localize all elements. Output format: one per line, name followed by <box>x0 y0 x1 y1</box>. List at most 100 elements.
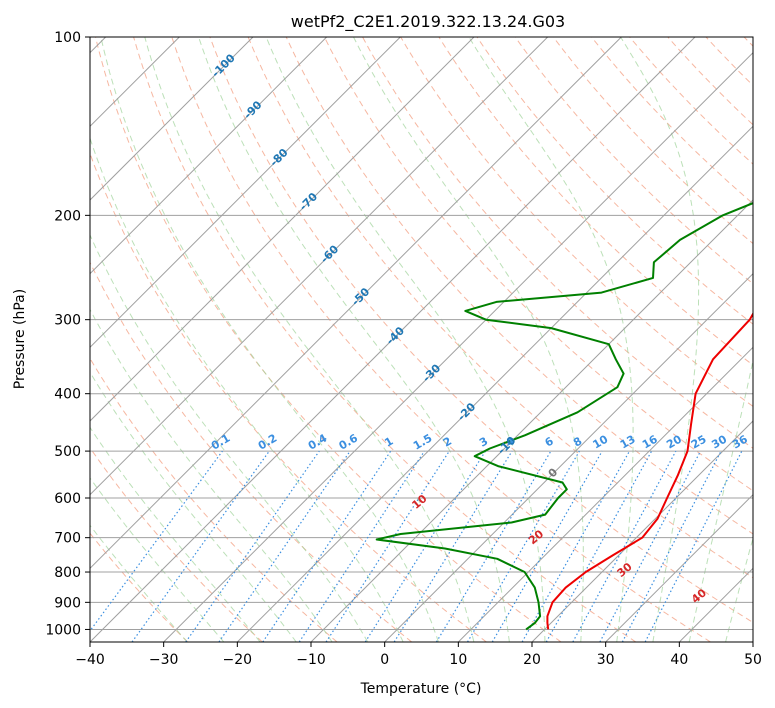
mixing-ratio-label: 8 <box>571 435 584 450</box>
y-tick-label: 400 <box>54 387 81 403</box>
x-axis-label: Temperature (°C) <box>360 681 482 697</box>
mixing-ratio-label: 36 <box>730 432 750 451</box>
x-tick-label: 10 <box>449 652 467 668</box>
moist-adiabat <box>198 37 510 642</box>
x-tick-label: 50 <box>744 652 762 668</box>
dry-adiabat <box>90 261 413 642</box>
plot-frame <box>89 36 754 643</box>
x-tick-label: 30 <box>597 652 615 668</box>
mixing-ratio-label: 13 <box>618 433 638 452</box>
mixing-ratio-label: 25 <box>689 433 709 452</box>
mixing-ratio-label: 0.1 <box>209 432 232 453</box>
isotherm <box>236 125 753 642</box>
dry-adiabat <box>667 37 753 126</box>
isotherm <box>90 37 475 422</box>
moist-adiabat-label: 40 <box>689 586 709 606</box>
isotherm <box>678 567 753 642</box>
mixing-ratio-line <box>435 450 552 642</box>
x-tick-label: 40 <box>670 652 688 668</box>
isotherm <box>752 641 753 642</box>
mixing-ratio-label: 1.5 <box>411 432 434 453</box>
dry-adiabat <box>90 152 487 642</box>
isotherm <box>531 420 753 642</box>
moist-adiabat <box>265 37 546 642</box>
mixing-ratio-label: 3 <box>477 435 490 450</box>
dry-adiabat <box>552 37 753 245</box>
isotherm <box>605 493 753 642</box>
moist-adiabat-label: 30 <box>615 560 635 580</box>
moist-adiabat <box>144 37 475 642</box>
moist-adiabat <box>90 477 225 642</box>
moist-adiabat <box>620 37 700 642</box>
moist-adiabat <box>725 536 753 642</box>
moist-adiabat <box>90 308 333 642</box>
moist-adiabat <box>90 233 369 642</box>
mixing-ratio-label: 30 <box>709 432 729 451</box>
mixing-ratio-line <box>393 450 513 642</box>
y-axis-label: Pressure (hPa) <box>12 289 28 389</box>
mixing-ratio-line <box>90 450 223 632</box>
moist-adiabat <box>90 136 404 642</box>
dry-adiabat <box>90 446 263 642</box>
series-layer <box>375 202 753 631</box>
dry-adiabat <box>285 37 753 535</box>
line-labels: 0.1 0.2 0.4 0.6 1 1.5 2 3 4 6 8 10 13 16 20 25 30 36-100-… <box>209 51 750 606</box>
mixing-ratio-label: 2 <box>441 435 454 450</box>
dry-adiabat <box>90 532 189 642</box>
x-tick-label: −30 <box>149 652 179 668</box>
isotherm <box>90 37 696 642</box>
mixing-ratio-label: 10 <box>591 432 611 451</box>
isotherm <box>90 37 401 349</box>
dry-adiabat <box>247 37 753 579</box>
isotherm <box>163 51 753 642</box>
chart-title: wetPf2_C2E1.2019.322.13.24.G03 <box>291 12 565 32</box>
mixing-ratio-line <box>644 450 743 642</box>
y-tick-label: 900 <box>54 595 81 611</box>
mixing-ratio-line <box>218 450 351 642</box>
moist-adiabat <box>90 524 188 642</box>
temperature-line <box>546 311 753 630</box>
mixing-ratio-line <box>298 450 425 642</box>
isotherm <box>90 37 549 496</box>
dry-adiabat <box>514 37 753 285</box>
mixing-ratio-line <box>621 450 722 642</box>
dry-adiabat <box>743 37 753 47</box>
y-tick-label: 200 <box>54 208 81 224</box>
isotherm <box>90 37 328 275</box>
dry-adiabat <box>90 357 338 642</box>
dewpoint-line <box>375 202 753 631</box>
axis-ticks: −40 −30 −20 −10 0 10 20 30 40 5010020030040050060… <box>45 30 762 668</box>
y-tick-label: 1000 <box>45 622 81 638</box>
mixing-ratio-label: 16 <box>640 432 660 451</box>
x-tick-label: 0 <box>380 652 389 668</box>
y-tick-label: 500 <box>54 444 81 460</box>
x-tick-label: 20 <box>523 652 541 668</box>
dry-adiabat <box>323 37 753 492</box>
mixing-ratio-line <box>599 450 702 642</box>
y-tick-label: 600 <box>54 491 81 507</box>
mixing-ratio-line <box>545 450 653 642</box>
dry-adiabat <box>209 37 753 623</box>
mixing-ratio-label: 0.4 <box>306 431 330 452</box>
dry-adiabat <box>705 37 753 87</box>
isotherm <box>384 272 753 642</box>
y-tick-label: 100 <box>54 30 81 46</box>
moist-adiabat <box>90 426 261 642</box>
mixing-ratio-line <box>325 450 450 642</box>
x-tick-label: −20 <box>223 652 253 668</box>
moist-adiabat <box>468 37 634 642</box>
mixing-ratio-label: 1 <box>382 435 395 450</box>
x-tick-label: −40 <box>75 652 105 668</box>
mixing-ratio-label: 6 <box>543 434 556 449</box>
mixing-ratio-line <box>572 450 677 642</box>
mixing-ratio-line <box>262 450 392 642</box>
dry-adiabat <box>438 37 753 366</box>
mixing-ratio-line <box>491 450 603 642</box>
isotherm <box>310 199 753 642</box>
moist-adiabat-label: 20 <box>526 527 546 547</box>
x-tick-label: −10 <box>296 652 326 668</box>
y-tick-label: 700 <box>54 531 81 547</box>
background-lines <box>90 37 753 642</box>
